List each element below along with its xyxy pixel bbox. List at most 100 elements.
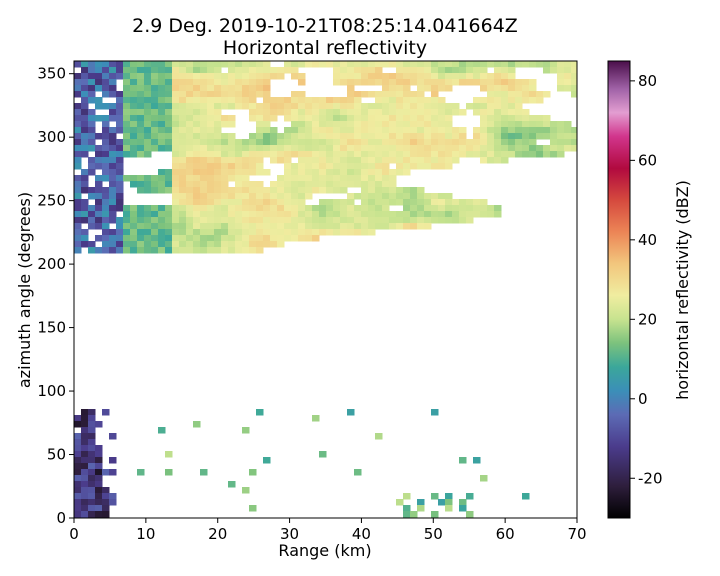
reflectivity-cell (81, 79, 89, 86)
reflectivity-cell (123, 241, 131, 248)
reflectivity-cell (424, 133, 432, 140)
reflectivity-cell (242, 97, 250, 104)
reflectivity-cell (480, 85, 488, 92)
reflectivity-cell (340, 115, 348, 122)
reflectivity-cell (102, 505, 110, 512)
reflectivity-cell (200, 199, 208, 206)
reflectivity-cell (242, 205, 250, 212)
reflectivity-cell (529, 151, 537, 158)
reflectivity-cell (228, 157, 236, 164)
reflectivity-cell (494, 157, 502, 164)
reflectivity-cell (291, 169, 299, 176)
reflectivity-cell (354, 169, 362, 176)
reflectivity-cell (284, 97, 292, 104)
reflectivity-cell (389, 223, 397, 230)
reflectivity-cell (256, 187, 264, 194)
reflectivity-cell (102, 247, 110, 254)
reflectivity-cell (172, 163, 180, 170)
reflectivity-cell (536, 97, 544, 104)
reflectivity-cell (263, 241, 271, 248)
reflectivity-cell (88, 211, 96, 218)
reflectivity-cell (368, 181, 376, 188)
reflectivity-cell (368, 151, 376, 158)
reflectivity-cell (81, 169, 89, 176)
reflectivity-cell (109, 211, 117, 218)
reflectivity-cell (382, 211, 390, 218)
reflectivity-cell (95, 217, 103, 224)
reflectivity-cell (179, 97, 187, 104)
reflectivity-cell (109, 91, 117, 98)
reflectivity-cell (172, 127, 180, 134)
reflectivity-cell (382, 157, 390, 164)
reflectivity-cell (445, 145, 453, 152)
reflectivity-cell (487, 157, 495, 164)
reflectivity-cell (81, 433, 89, 440)
reflectivity-cell (368, 61, 376, 68)
reflectivity-cell (158, 169, 166, 176)
reflectivity-cell (186, 247, 194, 254)
reflectivity-cell (431, 127, 439, 134)
reflectivity-cell (186, 79, 194, 86)
reflectivity-cell (242, 187, 250, 194)
reflectivity-cell (340, 211, 348, 218)
reflectivity-cell (172, 157, 180, 164)
reflectivity-cell (368, 193, 376, 200)
reflectivity-cell (214, 217, 222, 224)
reflectivity-cell (375, 67, 383, 74)
reflectivity-cell (88, 481, 96, 488)
reflectivity-cell (403, 127, 411, 134)
reflectivity-cell (130, 97, 138, 104)
reflectivity-cell (249, 85, 257, 92)
reflectivity-cell (312, 217, 320, 224)
reflectivity-cell (263, 97, 271, 104)
reflectivity-cell (298, 205, 306, 212)
reflectivity-cell (102, 409, 110, 416)
reflectivity-cell (172, 67, 180, 74)
reflectivity-cell (165, 241, 173, 248)
reflectivity-cell (102, 67, 110, 74)
reflectivity-cell (319, 229, 327, 236)
reflectivity-cell (207, 91, 215, 98)
reflectivity-cell (249, 163, 257, 170)
reflectivity-cell (88, 247, 96, 254)
reflectivity-cell (207, 73, 215, 80)
reflectivity-cell (298, 145, 306, 152)
reflectivity-cell (179, 115, 187, 122)
reflectivity-cell (354, 217, 362, 224)
reflectivity-cell (74, 187, 82, 194)
reflectivity-cell (284, 139, 292, 146)
reflectivity-cell (186, 199, 194, 206)
reflectivity-cell (361, 109, 369, 116)
reflectivity-cell (228, 187, 236, 194)
reflectivity-cell (375, 433, 383, 440)
reflectivity-cell (81, 427, 89, 434)
reflectivity-cell (431, 151, 439, 158)
reflectivity-cell (354, 73, 362, 80)
reflectivity-cell (123, 211, 131, 218)
reflectivity-cell (193, 139, 201, 146)
reflectivity-cell (144, 145, 152, 152)
reflectivity-cell (256, 115, 264, 122)
reflectivity-cell (431, 163, 439, 170)
reflectivity-cell (438, 97, 446, 104)
reflectivity-cell (305, 175, 313, 182)
reflectivity-cell (270, 187, 278, 194)
reflectivity-cell (494, 67, 502, 74)
reflectivity-cell (130, 121, 138, 128)
reflectivity-cell (179, 223, 187, 230)
reflectivity-cell (214, 181, 222, 188)
reflectivity-cell (396, 169, 404, 176)
reflectivity-cell (361, 163, 369, 170)
reflectivity-cell (158, 79, 166, 86)
reflectivity-cell (151, 79, 159, 86)
reflectivity-cell (382, 175, 390, 182)
reflectivity-cell (200, 73, 208, 80)
reflectivity-cell (396, 133, 404, 140)
reflectivity-cell (88, 439, 96, 446)
reflectivity-cell (312, 145, 320, 152)
reflectivity-cell (487, 79, 495, 86)
reflectivity-cell (179, 187, 187, 194)
reflectivity-cell (151, 229, 159, 236)
reflectivity-cell (375, 79, 383, 86)
reflectivity-cell (368, 163, 376, 170)
